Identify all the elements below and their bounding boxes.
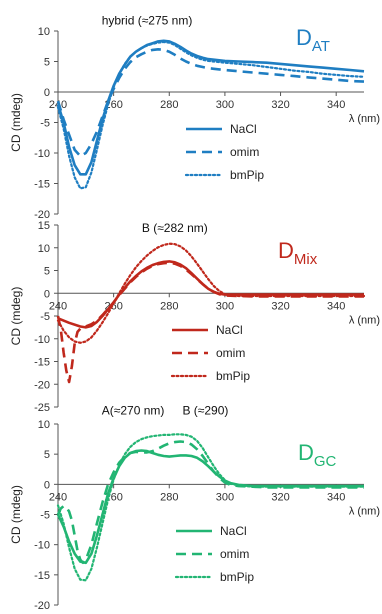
x-tick-label: 340 — [327, 491, 345, 503]
series-line-omim — [56, 48, 365, 158]
x-axis-label: λ (nm) — [349, 505, 380, 517]
legend-label: bmPip — [216, 369, 250, 383]
x-tick-label: 300 — [216, 99, 234, 111]
x-tick-label: 300 — [216, 300, 234, 312]
legend-label: NaCl — [216, 323, 243, 337]
panel-label: DGC — [298, 440, 337, 470]
legend-label: bmPip — [230, 168, 264, 182]
x-axis-label: λ (nm) — [349, 314, 380, 326]
legend-label: omim — [230, 145, 259, 159]
y-axis-label: CD (mdeg) — [9, 287, 23, 346]
peak-annotation: hybrid (≈275 nm) — [102, 13, 193, 27]
x-tick-label: 300 — [216, 491, 234, 503]
y-tick-label: 15 — [38, 220, 50, 232]
y-tick-label: -10 — [34, 148, 50, 160]
y-tick-label: 10 — [38, 419, 50, 431]
y-tick-label: 0 — [44, 288, 50, 300]
series-line-nacl — [56, 39, 365, 176]
panel-label: DAT — [296, 25, 330, 55]
y-tick-label: 5 — [44, 266, 50, 278]
y-tick-label: 10 — [38, 243, 50, 255]
x-tick-label: 320 — [271, 99, 289, 111]
x-tick-label: 280 — [160, 300, 178, 312]
series-line-bmpip — [56, 242, 366, 344]
x-tick-label: 340 — [327, 300, 345, 312]
y-tick-label: -5 — [40, 311, 50, 323]
series-line-bmpip — [56, 40, 366, 190]
x-tick-label: 280 — [160, 99, 178, 111]
y-tick-label: -15 — [34, 179, 50, 191]
y-tick-label: 5 — [44, 449, 50, 461]
peak-annotation: B (≈282 nm) — [142, 221, 208, 235]
peak-annotation: A(≈270 nm) — [102, 403, 165, 417]
legend-label: NaCl — [220, 524, 247, 538]
legend-label: bmPip — [220, 570, 254, 584]
x-tick-label: 240 — [49, 300, 67, 312]
y-tick-label: -5 — [40, 118, 50, 130]
y-tick-label: -20 — [34, 209, 50, 221]
y-tick-label: -15 — [34, 570, 50, 582]
legend: NaCl omim bmPip — [170, 323, 250, 383]
series-line-omim — [56, 440, 364, 565]
x-tick-label: 280 — [160, 491, 178, 503]
x-tick-label: 340 — [327, 99, 345, 111]
y-tick-label: 10 — [38, 26, 50, 38]
legend: NaCl omim bmPip — [174, 524, 254, 584]
y-tick-label: -20 — [34, 379, 50, 391]
series-line-omim — [56, 261, 364, 384]
series-line-nacl — [57, 260, 364, 329]
legend: NaCl omim bmPip — [184, 122, 264, 182]
y-axis-label: CD (mdeg) — [9, 93, 23, 152]
y-tick-label: -5 — [40, 510, 50, 522]
y-tick-label: -20 — [34, 600, 50, 612]
panel-label: DMix — [278, 238, 318, 268]
y-tick-label: 0 — [44, 87, 50, 99]
y-tick-label: -10 — [34, 540, 50, 552]
x-tick-label: 320 — [271, 300, 289, 312]
y-tick-label: -15 — [34, 357, 50, 369]
y-axis-label: CD (mdeg) — [9, 485, 23, 544]
legend-label: omim — [216, 346, 245, 360]
legend-label: omim — [220, 547, 249, 561]
peak-annotation: B (≈290) — [182, 403, 228, 417]
series-line-bmpip — [56, 433, 366, 582]
y-tick-label: -10 — [34, 334, 50, 346]
y-tick-label: -25 — [34, 402, 50, 414]
x-axis-label: λ (nm) — [349, 113, 380, 125]
x-tick-label: 240 — [49, 491, 67, 503]
y-tick-label: 5 — [44, 57, 50, 69]
legend-label: NaCl — [230, 122, 257, 136]
x-tick-label: 320 — [271, 491, 289, 503]
y-tick-label: 0 — [44, 479, 50, 491]
